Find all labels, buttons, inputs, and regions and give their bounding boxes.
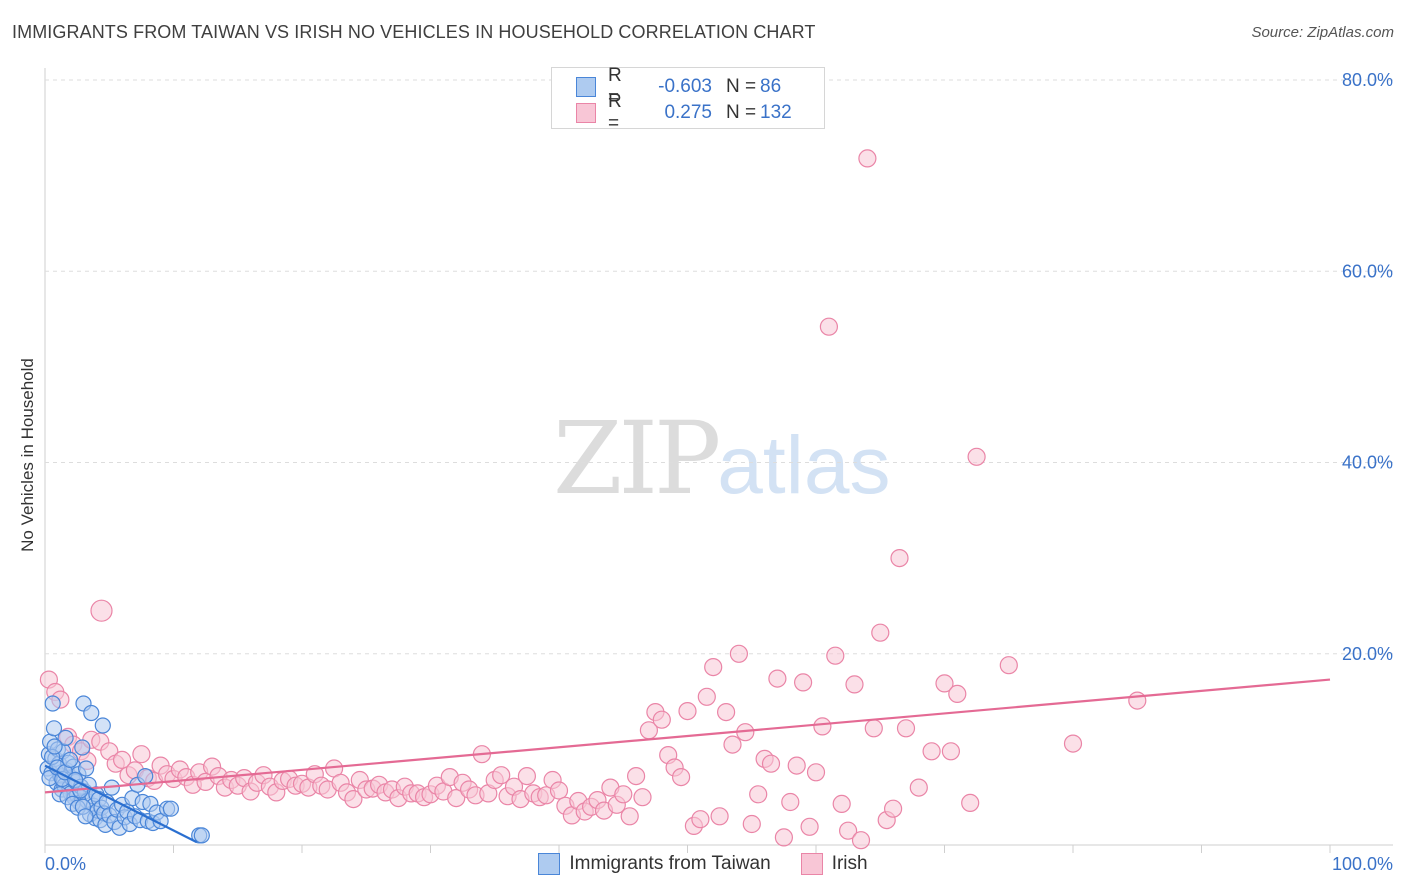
y-tick-label: 60.0% [1342, 261, 1393, 281]
data-point-irish [858, 149, 877, 168]
data-point-irish [1063, 734, 1083, 753]
data-point-taiwan [74, 739, 91, 756]
data-point-taiwan [94, 717, 111, 734]
legend-r-value: 0.275 [664, 102, 712, 123]
data-point-irish [909, 778, 928, 797]
data-point-taiwan [61, 751, 79, 769]
data-point-irish [344, 789, 363, 809]
data-point-irish [691, 810, 710, 829]
data-point-irish [941, 742, 961, 761]
data-point-irish [883, 799, 903, 818]
legend-row-taiwan: R = -0.603 N = 86 [576, 65, 782, 108]
x-tick-label: 100.0% [1332, 854, 1393, 874]
data-point-irish [112, 750, 132, 770]
data-point-irish [967, 447, 986, 466]
legend-n-value: 86 [760, 76, 782, 97]
y-tick-label: 20.0% [1342, 644, 1393, 664]
data-point-irish [819, 317, 839, 336]
data-point-irish [749, 785, 768, 804]
data-point-irish [652, 710, 671, 729]
data-point-irish [678, 701, 697, 721]
data-point-irish [620, 807, 639, 826]
series-swatch-taiwan [538, 853, 561, 875]
data-point-irish [716, 702, 736, 722]
legend-n-label: N = [726, 102, 757, 123]
data-point-irish [787, 756, 806, 775]
series-legend-irish[interactable]: Irish [800, 853, 868, 875]
data-point-taiwan [77, 808, 94, 825]
legend-r-label: R = [608, 65, 622, 108]
data-point-irish [549, 781, 569, 800]
data-point-irish [845, 675, 864, 694]
data-point-taiwan [57, 729, 74, 747]
data-point-irish [447, 788, 466, 808]
data-point-irish [826, 646, 845, 665]
legend-row-irish: R = 0.275 N = 132 [576, 91, 792, 134]
data-point-taiwan [83, 704, 100, 722]
data-point-irish [871, 623, 890, 642]
data-point-irish [768, 669, 787, 688]
data-point-taiwan [193, 827, 210, 844]
data-point-irish [517, 766, 537, 786]
data-point-irish [813, 717, 832, 736]
data-point-irish [90, 599, 113, 622]
legend-r-value: -0.603 [658, 76, 712, 97]
data-point-irish [922, 742, 941, 761]
legend-n-value: 132 [760, 102, 792, 123]
data-point-irish [832, 794, 851, 814]
data-point-irish [935, 674, 954, 693]
data-point-irish [800, 817, 819, 836]
data-point-irish [890, 548, 909, 568]
data-point-irish [806, 763, 826, 782]
data-point-irish [838, 821, 858, 840]
data-point-irish [864, 719, 883, 738]
data-point-irish [761, 754, 781, 773]
data-point-irish [948, 684, 967, 704]
data-point-taiwan [77, 760, 95, 777]
data-point-irish [742, 814, 761, 834]
data-point-irish [492, 766, 511, 785]
legend-swatch-taiwan [576, 77, 596, 97]
data-point-irish [704, 657, 723, 677]
chart-source: Source: ZipAtlas.com [1251, 24, 1394, 41]
data-point-irish [729, 644, 749, 663]
chart-title: IMMIGRANTS FROM TAIWAN VS IRISH NO VEHIC… [12, 22, 816, 42]
data-point-taiwan [46, 738, 63, 755]
data-point-irish [626, 766, 646, 786]
data-point-taiwan [45, 720, 63, 737]
legend-swatch-irish [576, 103, 596, 123]
series-label-taiwan: Immigrants from Taiwan [569, 853, 771, 874]
data-point-irish [961, 793, 980, 813]
data-point-irish [710, 807, 729, 826]
data-point-irish [671, 767, 691, 787]
data-point-irish [697, 687, 716, 706]
legend-r-label: R = [608, 91, 622, 134]
data-point-irish [781, 792, 800, 812]
series-legend-taiwan[interactable]: Immigrants from Taiwan [538, 853, 771, 875]
data-point-irish [132, 745, 151, 764]
correlation-legend: R = -0.603 N = 86 R = 0.275 N = 132 [551, 65, 825, 134]
x-tick-label: 0.0% [45, 854, 86, 874]
data-point-irish [1128, 691, 1147, 710]
y-tick-label: 40.0% [1342, 453, 1393, 473]
trend-line-taiwan [44, 764, 198, 844]
data-point-taiwan [137, 767, 154, 785]
data-point-irish [999, 656, 1018, 675]
y-tick-label: 80.0% [1342, 70, 1393, 90]
data-point-irish [723, 735, 742, 754]
series-label-irish: Irish [831, 853, 868, 874]
data-point-irish [896, 719, 916, 738]
data-point-irish [774, 828, 794, 847]
series-swatch-irish [800, 853, 823, 875]
data-point-irish [633, 788, 652, 807]
data-point-irish [793, 673, 813, 692]
data-point-taiwan [162, 800, 179, 817]
trend-line-irish [44, 678, 1331, 794]
data-point-taiwan [44, 695, 61, 712]
data-point-irish [614, 785, 633, 804]
data-point-irish [851, 831, 871, 850]
series-legend: Immigrants from Taiwan Irish [0, 852, 1406, 876]
legend-n-label: N = [726, 76, 757, 97]
